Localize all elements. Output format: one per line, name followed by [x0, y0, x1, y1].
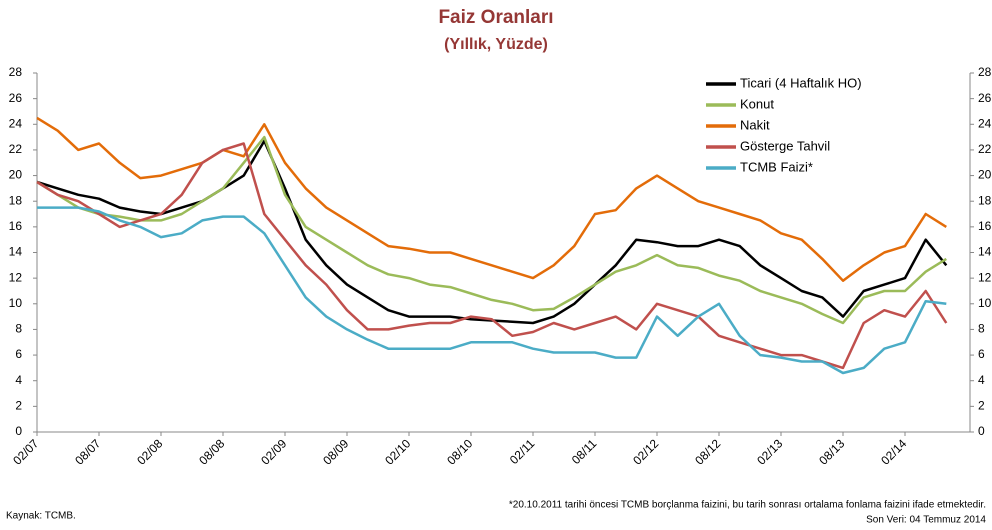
y-tick-label: 4 — [15, 373, 22, 387]
y2-tick-label: 28 — [978, 65, 992, 79]
y-tick-label: 24 — [9, 116, 23, 130]
chart-title: Faiz Oranları — [438, 7, 553, 28]
source: Kaynak: TCMB. — [6, 511, 76, 522]
y2-tick-label: 8 — [978, 322, 985, 336]
y2-tick-label: 22 — [978, 142, 992, 156]
x-tick-label: 08/09 — [320, 436, 351, 467]
x-tick-label: 08/10 — [444, 436, 475, 467]
x-tick-label: 02/10 — [382, 436, 413, 467]
y2-tick-label: 0 — [978, 424, 985, 438]
x-tick-label: 02/13 — [754, 436, 785, 467]
y-tick-label: 16 — [9, 219, 23, 233]
y-tick-label: 20 — [9, 168, 23, 182]
y2-tick-label: 16 — [978, 219, 992, 233]
x-tick-label: 08/13 — [816, 436, 847, 467]
x-tick-label: 02/14 — [878, 436, 909, 467]
x-tick-label: 02/12 — [630, 436, 661, 467]
x-tick-label: 02/11 — [507, 436, 538, 467]
y-tick-label: 0 — [15, 424, 22, 438]
y2-tick-label: 12 — [978, 270, 992, 284]
y2-tick-label: 26 — [978, 91, 992, 105]
x-tick-label: 08/08 — [196, 436, 227, 467]
y2-tick-label: 18 — [978, 193, 992, 207]
x-tick-label: 02/08 — [134, 436, 165, 467]
chart-subtitle: (Yıllık, Yüzde) — [444, 36, 548, 53]
x-tick-label: 08/11 — [569, 436, 600, 467]
x-tick-label: 02/07 — [10, 436, 41, 467]
y-tick-label: 22 — [9, 142, 23, 156]
y2-tick-label: 20 — [978, 168, 992, 182]
series-line — [36, 142, 948, 370]
y-tick-label: 28 — [9, 65, 23, 79]
y-tick-label: 12 — [9, 270, 23, 284]
y2-tick-label: 10 — [978, 296, 992, 310]
last-data: Son Veri: 04 Temmuz 2014 — [866, 515, 986, 526]
y-tick-label: 18 — [9, 193, 23, 207]
series-line — [36, 135, 947, 325]
y-tick-label: 14 — [9, 245, 23, 259]
y-tick-label: 10 — [9, 296, 23, 310]
y2-tick-label: 6 — [978, 347, 985, 361]
legend-label: TCMB Faizi* — [740, 159, 813, 174]
legend-label: Ticari (4 Haftalık HO) — [740, 75, 862, 90]
legend-label: Konut — [740, 96, 774, 111]
legend-label: Gösterge Tahvil — [740, 138, 830, 153]
series-line — [37, 206, 947, 375]
x-tick-label: 02/09 — [258, 436, 289, 467]
x-tick-label: 08/12 — [692, 436, 723, 467]
y-tick-label: 8 — [15, 322, 22, 336]
y2-tick-label: 14 — [978, 245, 992, 259]
y2-tick-label: 2 — [978, 399, 985, 413]
series-line — [36, 116, 947, 282]
y2-tick-label: 4 — [978, 373, 985, 387]
footnote: *20.10.2011 tarihi öncesi TCMB borçlanma… — [509, 500, 986, 511]
y2-tick-label: 24 — [978, 116, 992, 130]
y-tick-label: 26 — [9, 91, 23, 105]
legend-label: Nakit — [740, 117, 770, 132]
x-tick-label: 08/07 — [72, 436, 103, 467]
y-tick-label: 6 — [15, 347, 22, 361]
y-tick-label: 2 — [15, 399, 22, 413]
